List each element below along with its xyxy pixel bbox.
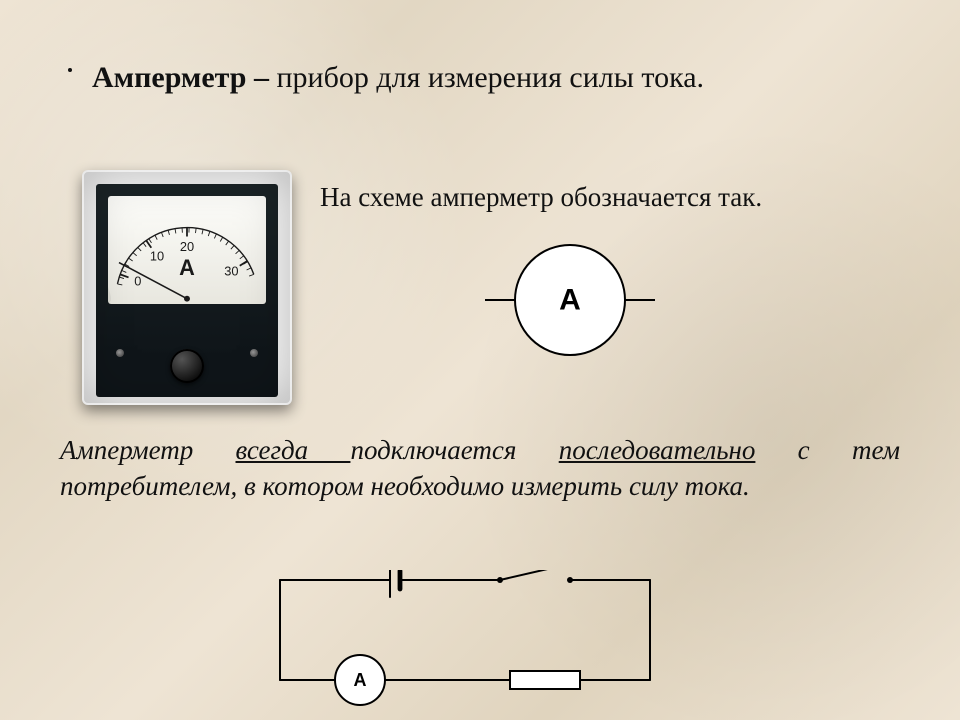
svg-text:30: 30 [224,263,238,278]
definition-text: Амперметр – прибор для измерения силы то… [92,58,900,97]
ammeter-symbol: А [440,230,700,370]
rule-p2: подключается [350,435,558,465]
meter-knob [170,349,204,383]
rule-p1: Амперметр [60,435,236,465]
rule-u2: последовательно [559,435,756,465]
rule-text: Амперметр всегда подключается последоват… [60,432,900,505]
svg-text:10: 10 [150,248,164,263]
rule-u1: всегда [236,435,351,465]
bullet-dot [68,68,72,72]
meter-dial: 0 10 20 30 А [108,196,266,303]
circuit-diagram: А [250,570,680,710]
svg-text:20: 20 [180,239,194,254]
circuit-svg: А [250,570,680,710]
meter-face: 0 10 20 30 А [108,196,266,304]
schematic-note: На схеме амперметр обозначается так. [320,182,762,213]
definition-rest: прибор для измерения силы тока. [269,61,704,94]
ammeter-photo: 0 10 20 30 А [82,170,292,405]
svg-text:А: А [179,255,195,280]
ammeter-symbol-svg: А [440,230,700,370]
svg-text:А: А [354,670,367,690]
meter-body: 0 10 20 30 А [96,184,278,397]
definition-term: Амперметр – [92,61,269,94]
svg-text:0: 0 [134,273,141,288]
svg-text:А: А [559,284,581,317]
